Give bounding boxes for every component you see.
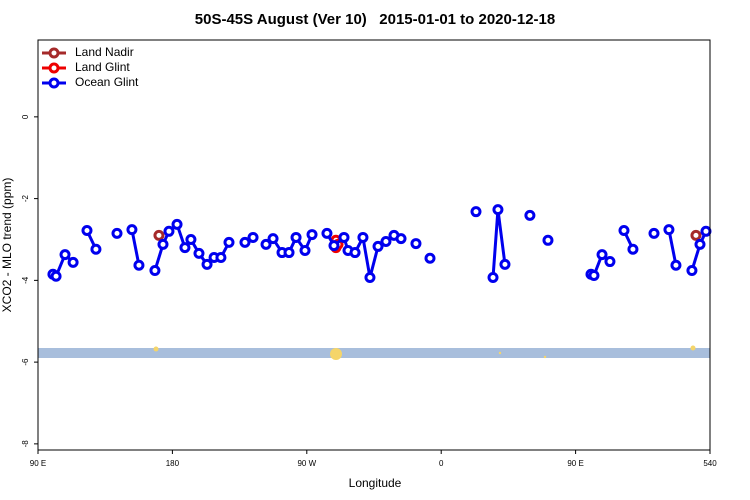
point [321, 227, 333, 239]
point [179, 242, 191, 254]
point [328, 240, 340, 252]
legend-marker [48, 47, 60, 59]
point [223, 236, 235, 248]
point [260, 238, 272, 250]
point [395, 233, 407, 245]
y-axis-label: XCO2 - MLO trend (ppm) [0, 178, 14, 313]
y-tick-label: -8 [21, 440, 30, 448]
legend-label: Land Nadir [75, 45, 134, 59]
point [59, 249, 71, 261]
point [492, 204, 504, 216]
point [67, 256, 79, 268]
point [349, 247, 361, 259]
point [670, 259, 682, 271]
x-tick-label: 90 W [297, 459, 316, 468]
x-tick-label: 90 E [567, 459, 583, 468]
point [239, 236, 251, 248]
point [171, 218, 183, 230]
point [157, 238, 169, 250]
point [700, 225, 712, 237]
point [299, 245, 311, 257]
x-axis-label: Longitude [349, 476, 402, 490]
point [663, 224, 675, 236]
plot-frame [37, 39, 711, 451]
point [487, 271, 499, 283]
point [364, 271, 376, 283]
land-dot [153, 346, 159, 352]
legend-marker [48, 62, 60, 74]
point [193, 247, 205, 259]
chart-title: 50S-45S August (Ver 10) 2015-01-01 to 20… [195, 11, 555, 28]
point [648, 227, 660, 239]
x-tick-label: 0 [439, 459, 444, 468]
y-tick-label: -6 [21, 358, 30, 366]
y-tick-label: 0 [21, 114, 30, 119]
point [410, 238, 422, 250]
point [185, 233, 197, 245]
point [372, 240, 384, 252]
legend-marker [48, 77, 60, 89]
point [290, 231, 302, 243]
legend-label: Ocean Glint [75, 75, 139, 89]
land-dot [330, 348, 342, 360]
point [306, 229, 318, 241]
point [90, 243, 102, 255]
point [133, 259, 145, 271]
point [215, 251, 227, 263]
land-dot [498, 351, 502, 355]
point [153, 229, 165, 241]
point [201, 258, 213, 270]
point [627, 243, 639, 255]
point [267, 233, 279, 245]
point [424, 252, 436, 264]
land-dot [690, 345, 696, 351]
point [470, 206, 482, 218]
point [596, 249, 608, 261]
point [247, 231, 259, 243]
land-dot [543, 355, 547, 359]
point [618, 224, 630, 236]
point [499, 258, 511, 270]
plot-area [47, 204, 712, 283]
point [81, 224, 93, 236]
legend-label: Land Glint [75, 60, 130, 74]
point [338, 231, 350, 243]
point [283, 247, 295, 259]
point [50, 270, 62, 282]
point [694, 238, 706, 250]
point [686, 265, 698, 277]
x-tick-label: 90 E [30, 459, 46, 468]
point [690, 229, 702, 241]
y-tick-label: -4 [21, 276, 30, 284]
point [149, 265, 161, 277]
point [163, 225, 175, 237]
surface-band [38, 348, 710, 358]
point [524, 209, 536, 221]
point [357, 231, 369, 243]
point [380, 236, 392, 248]
point [542, 234, 554, 246]
x-tick-label: 540 [703, 459, 717, 468]
y-tick-label: -2 [21, 195, 30, 203]
point [604, 256, 616, 268]
point [126, 224, 138, 236]
point [111, 227, 123, 239]
x-tick-label: 180 [166, 459, 180, 468]
point [588, 269, 600, 281]
